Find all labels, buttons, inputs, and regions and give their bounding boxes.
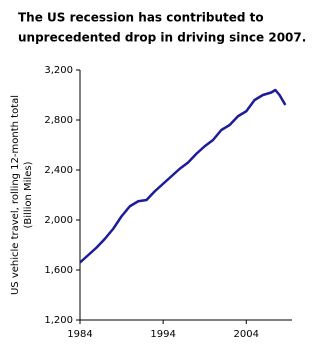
data-line xyxy=(79,88,287,264)
x-tick-label: 2004 xyxy=(234,329,259,340)
x-tick-label: 1994 xyxy=(150,329,175,340)
y-axis-label: (Billion Miles) xyxy=(23,161,34,228)
chart-title: The US recession has contributed to xyxy=(18,11,264,25)
y-tick-label: 1,200 xyxy=(44,315,73,326)
y-axis-label: US vehicle travel, rolling 12-month tota… xyxy=(10,95,21,295)
y-tick-label: 2,800 xyxy=(44,115,73,126)
y-tick-label: 2,000 xyxy=(44,215,73,226)
y-tick-label: 3,200 xyxy=(44,65,73,76)
chart: The US recession has contributed to unpr… xyxy=(10,11,306,341)
chart-title: unprecedented drop in driving since 2007… xyxy=(18,31,306,45)
x-tick-label: 1984 xyxy=(67,329,92,340)
y-tick-label: 1,600 xyxy=(44,265,73,276)
y-tick-label: 2,400 xyxy=(44,165,73,176)
